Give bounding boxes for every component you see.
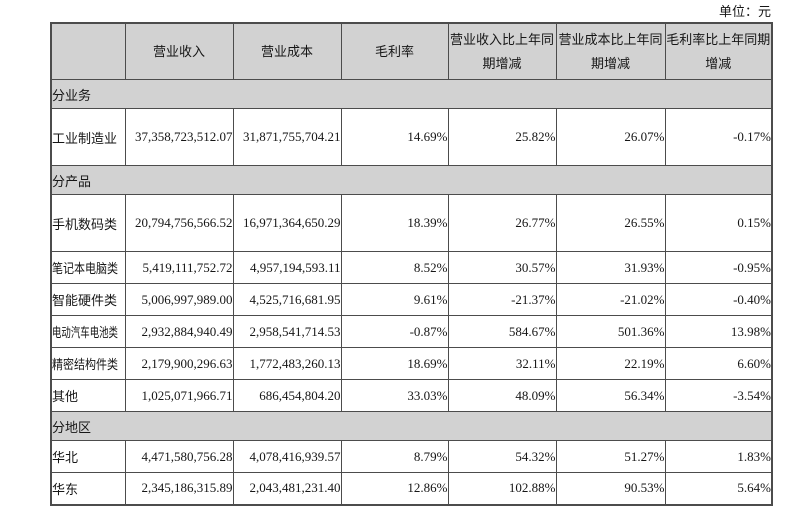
cell-cost: 31,871,755,704.21 xyxy=(232,108,342,166)
cell-cost-yoy: 501.36% xyxy=(555,315,666,348)
row-label-text: 工业制造业 xyxy=(52,130,118,146)
cell-revenue-yoy: -21.37% xyxy=(447,283,557,316)
cell-revenue: 1,025,071,966.71 xyxy=(124,379,234,412)
cell-revenue: 2,345,186,315.89 xyxy=(124,472,234,505)
cell-cost-yoy: 26.07% xyxy=(555,108,666,166)
cell-cost: 686,454,804.20 xyxy=(232,379,342,412)
cell-gross-margin-yoy: 1.83% xyxy=(664,440,773,473)
unit-label: 单位：元 xyxy=(718,4,771,19)
table-row: 智能硬件类 5,006,997,989.00 4,525,716,681.95 9.6… xyxy=(50,283,773,316)
cell-gross-margin: 18.39% xyxy=(340,194,449,252)
column-header: 营业收入 xyxy=(124,22,234,80)
column-header: 毛利率比上年同期增减 xyxy=(664,22,773,80)
cell-revenue: 4,471,580,756.28 xyxy=(124,440,234,473)
cell-gross-margin: 18.69% xyxy=(340,347,449,380)
cell-revenue-yoy: 30.57% xyxy=(447,251,557,284)
row-label-text: 电动汽车电池类 xyxy=(52,325,118,340)
cell-revenue-yoy: 102.88% xyxy=(447,472,557,505)
cell-gross-margin: -0.87% xyxy=(340,315,449,348)
cell-revenue: 2,932,884,940.49 xyxy=(124,315,234,348)
row-label-text: 华北 xyxy=(52,450,79,465)
cell-revenue: 5,006,997,989.00 xyxy=(124,283,234,316)
cell-revenue-yoy: 54.32% xyxy=(447,440,557,473)
cell-cost: 1,772,483,260.13 xyxy=(232,347,342,380)
column-header: 营业成本比上年同期增减 xyxy=(555,22,666,80)
table-row: 华北 4,471,580,756.28 4,078,416,939.57 8.79% 5… xyxy=(50,440,773,473)
cell-cost: 2,958,541,714.53 xyxy=(232,315,342,348)
row-label: 笔记本电脑类 xyxy=(50,251,126,284)
cell-revenue-yoy: 48.09% xyxy=(447,379,557,412)
cell-gross-margin-yoy: -0.17% xyxy=(664,108,773,166)
cell-gross-margin: 12.86% xyxy=(340,472,449,505)
column-header: 营业成本 xyxy=(232,22,342,80)
row-label-text: 手机数码类 xyxy=(52,216,118,232)
cell-revenue-yoy: 25.82% xyxy=(447,108,557,166)
table-row: 华东 2,345,186,315.89 2,043,481,231.40 12.86%… xyxy=(50,472,773,505)
cell-gross-margin: 9.61% xyxy=(340,283,449,316)
cell-revenue: 20,794,756,566.52 xyxy=(124,194,234,252)
cell-cost-yoy: 51.27% xyxy=(555,440,666,473)
cell-cost: 4,525,716,681.95 xyxy=(232,283,342,316)
row-label: 其他 xyxy=(50,379,126,412)
row-label-text: 笔记本电脑类 xyxy=(52,261,118,276)
cell-cost: 16,971,364,650.29 xyxy=(232,194,342,252)
section-title: 分产品 xyxy=(50,165,773,195)
table-row: 笔记本电脑类 5,419,111,752.72 4,957,194,593.11 8.… xyxy=(50,251,773,284)
column-header: 营业收入比上年同期增减 xyxy=(447,22,557,80)
cell-cost-yoy: 90.53% xyxy=(555,472,666,505)
cell-revenue-yoy: 32.11% xyxy=(447,347,557,380)
cell-gross-margin-yoy: -0.40% xyxy=(664,283,773,316)
cell-gross-margin-yoy: -0.95% xyxy=(664,251,773,284)
table-row: 手机数码类 20,794,756,566.52 16,971,364,650.29 1… xyxy=(50,194,773,252)
table-row: 工业制造业 37,358,723,512.07 31,871,755,704.21 1… xyxy=(50,108,773,166)
cell-gross-margin-yoy: 13.98% xyxy=(664,315,773,348)
row-label: 工业制造业 xyxy=(50,108,126,166)
row-label-text: 华东 xyxy=(52,481,79,497)
section-row: 分产品 xyxy=(50,165,773,195)
cell-gross-margin-yoy: 5.64% xyxy=(664,472,773,505)
table-row: 精密结构件类 2,179,900,296.63 1,772,483,260.13 18… xyxy=(50,347,773,380)
row-label: 电动汽车电池类 xyxy=(50,315,126,348)
cell-revenue: 2,179,900,296.63 xyxy=(124,347,234,380)
cell-cost-yoy: 22.19% xyxy=(555,347,666,380)
cell-revenue-yoy: 26.77% xyxy=(447,194,557,252)
financial-table: 营业收入 营业成本 毛利率 营业收入比上年同期增减 营业成本比上年同期增减 毛利率比上年同… xyxy=(50,22,773,506)
cell-cost-yoy: -21.02% xyxy=(555,283,666,316)
row-label: 华北 xyxy=(50,440,126,473)
cell-gross-margin-yoy: 6.60% xyxy=(664,347,773,380)
row-label-text: 智能硬件类 xyxy=(52,293,118,308)
cell-cost-yoy: 31.93% xyxy=(555,251,666,284)
column-header: 毛利率 xyxy=(340,22,449,80)
section-title: 分业务 xyxy=(50,79,773,109)
table-header-row: 营业收入 营业成本 毛利率 营业收入比上年同期增减 营业成本比上年同期增减 毛利率比上年同… xyxy=(50,22,773,80)
cell-cost: 4,957,194,593.11 xyxy=(232,251,342,284)
cell-cost: 2,043,481,231.40 xyxy=(232,472,342,505)
row-label-text: 精密结构件类 xyxy=(52,357,118,372)
cell-revenue: 5,419,111,752.72 xyxy=(124,251,234,284)
cell-revenue-yoy: 584.67% xyxy=(447,315,557,348)
cell-gross-margin: 8.79% xyxy=(340,440,449,473)
corner-header-cell xyxy=(50,22,126,80)
row-label-text: 其他 xyxy=(52,389,79,404)
row-label: 手机数码类 xyxy=(50,194,126,252)
section-row: 分地区 xyxy=(50,411,773,441)
cell-gross-margin: 14.69% xyxy=(340,108,449,166)
section-title: 分地区 xyxy=(50,411,773,441)
row-label: 智能硬件类 xyxy=(50,283,126,316)
section-row: 分业务 xyxy=(50,79,773,109)
cell-gross-margin: 8.52% xyxy=(340,251,449,284)
cell-gross-margin: 33.03% xyxy=(340,379,449,412)
row-label: 华东 xyxy=(50,472,126,505)
cell-cost-yoy: 56.34% xyxy=(555,379,666,412)
cell-revenue: 37,358,723,512.07 xyxy=(124,108,234,166)
cell-cost-yoy: 26.55% xyxy=(555,194,666,252)
cell-gross-margin-yoy: 0.15% xyxy=(664,194,773,252)
cell-cost: 4,078,416,939.57 xyxy=(232,440,342,473)
table-row: 电动汽车电池类 2,932,884,940.49 2,958,541,714.53-… xyxy=(50,315,773,348)
table-row: 其他 1,025,071,966.71 686,454,804.20 33.03% 48… xyxy=(50,379,773,412)
row-label: 精密结构件类 xyxy=(50,347,126,380)
cell-gross-margin-yoy: -3.54% xyxy=(664,379,773,412)
